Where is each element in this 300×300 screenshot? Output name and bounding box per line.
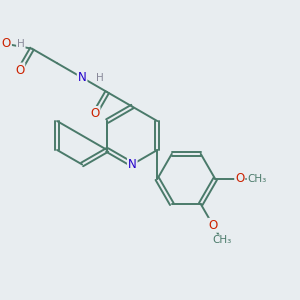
Text: O: O bbox=[90, 107, 100, 120]
Text: H: H bbox=[17, 39, 25, 49]
Text: O: O bbox=[208, 219, 218, 232]
Text: O: O bbox=[15, 64, 24, 76]
Text: N: N bbox=[78, 71, 86, 84]
Text: O: O bbox=[2, 38, 11, 50]
Text: CH₃: CH₃ bbox=[248, 174, 267, 184]
Text: CH₃: CH₃ bbox=[212, 235, 231, 245]
Text: N: N bbox=[128, 158, 136, 171]
Text: O: O bbox=[235, 172, 244, 185]
Text: H: H bbox=[96, 73, 104, 82]
